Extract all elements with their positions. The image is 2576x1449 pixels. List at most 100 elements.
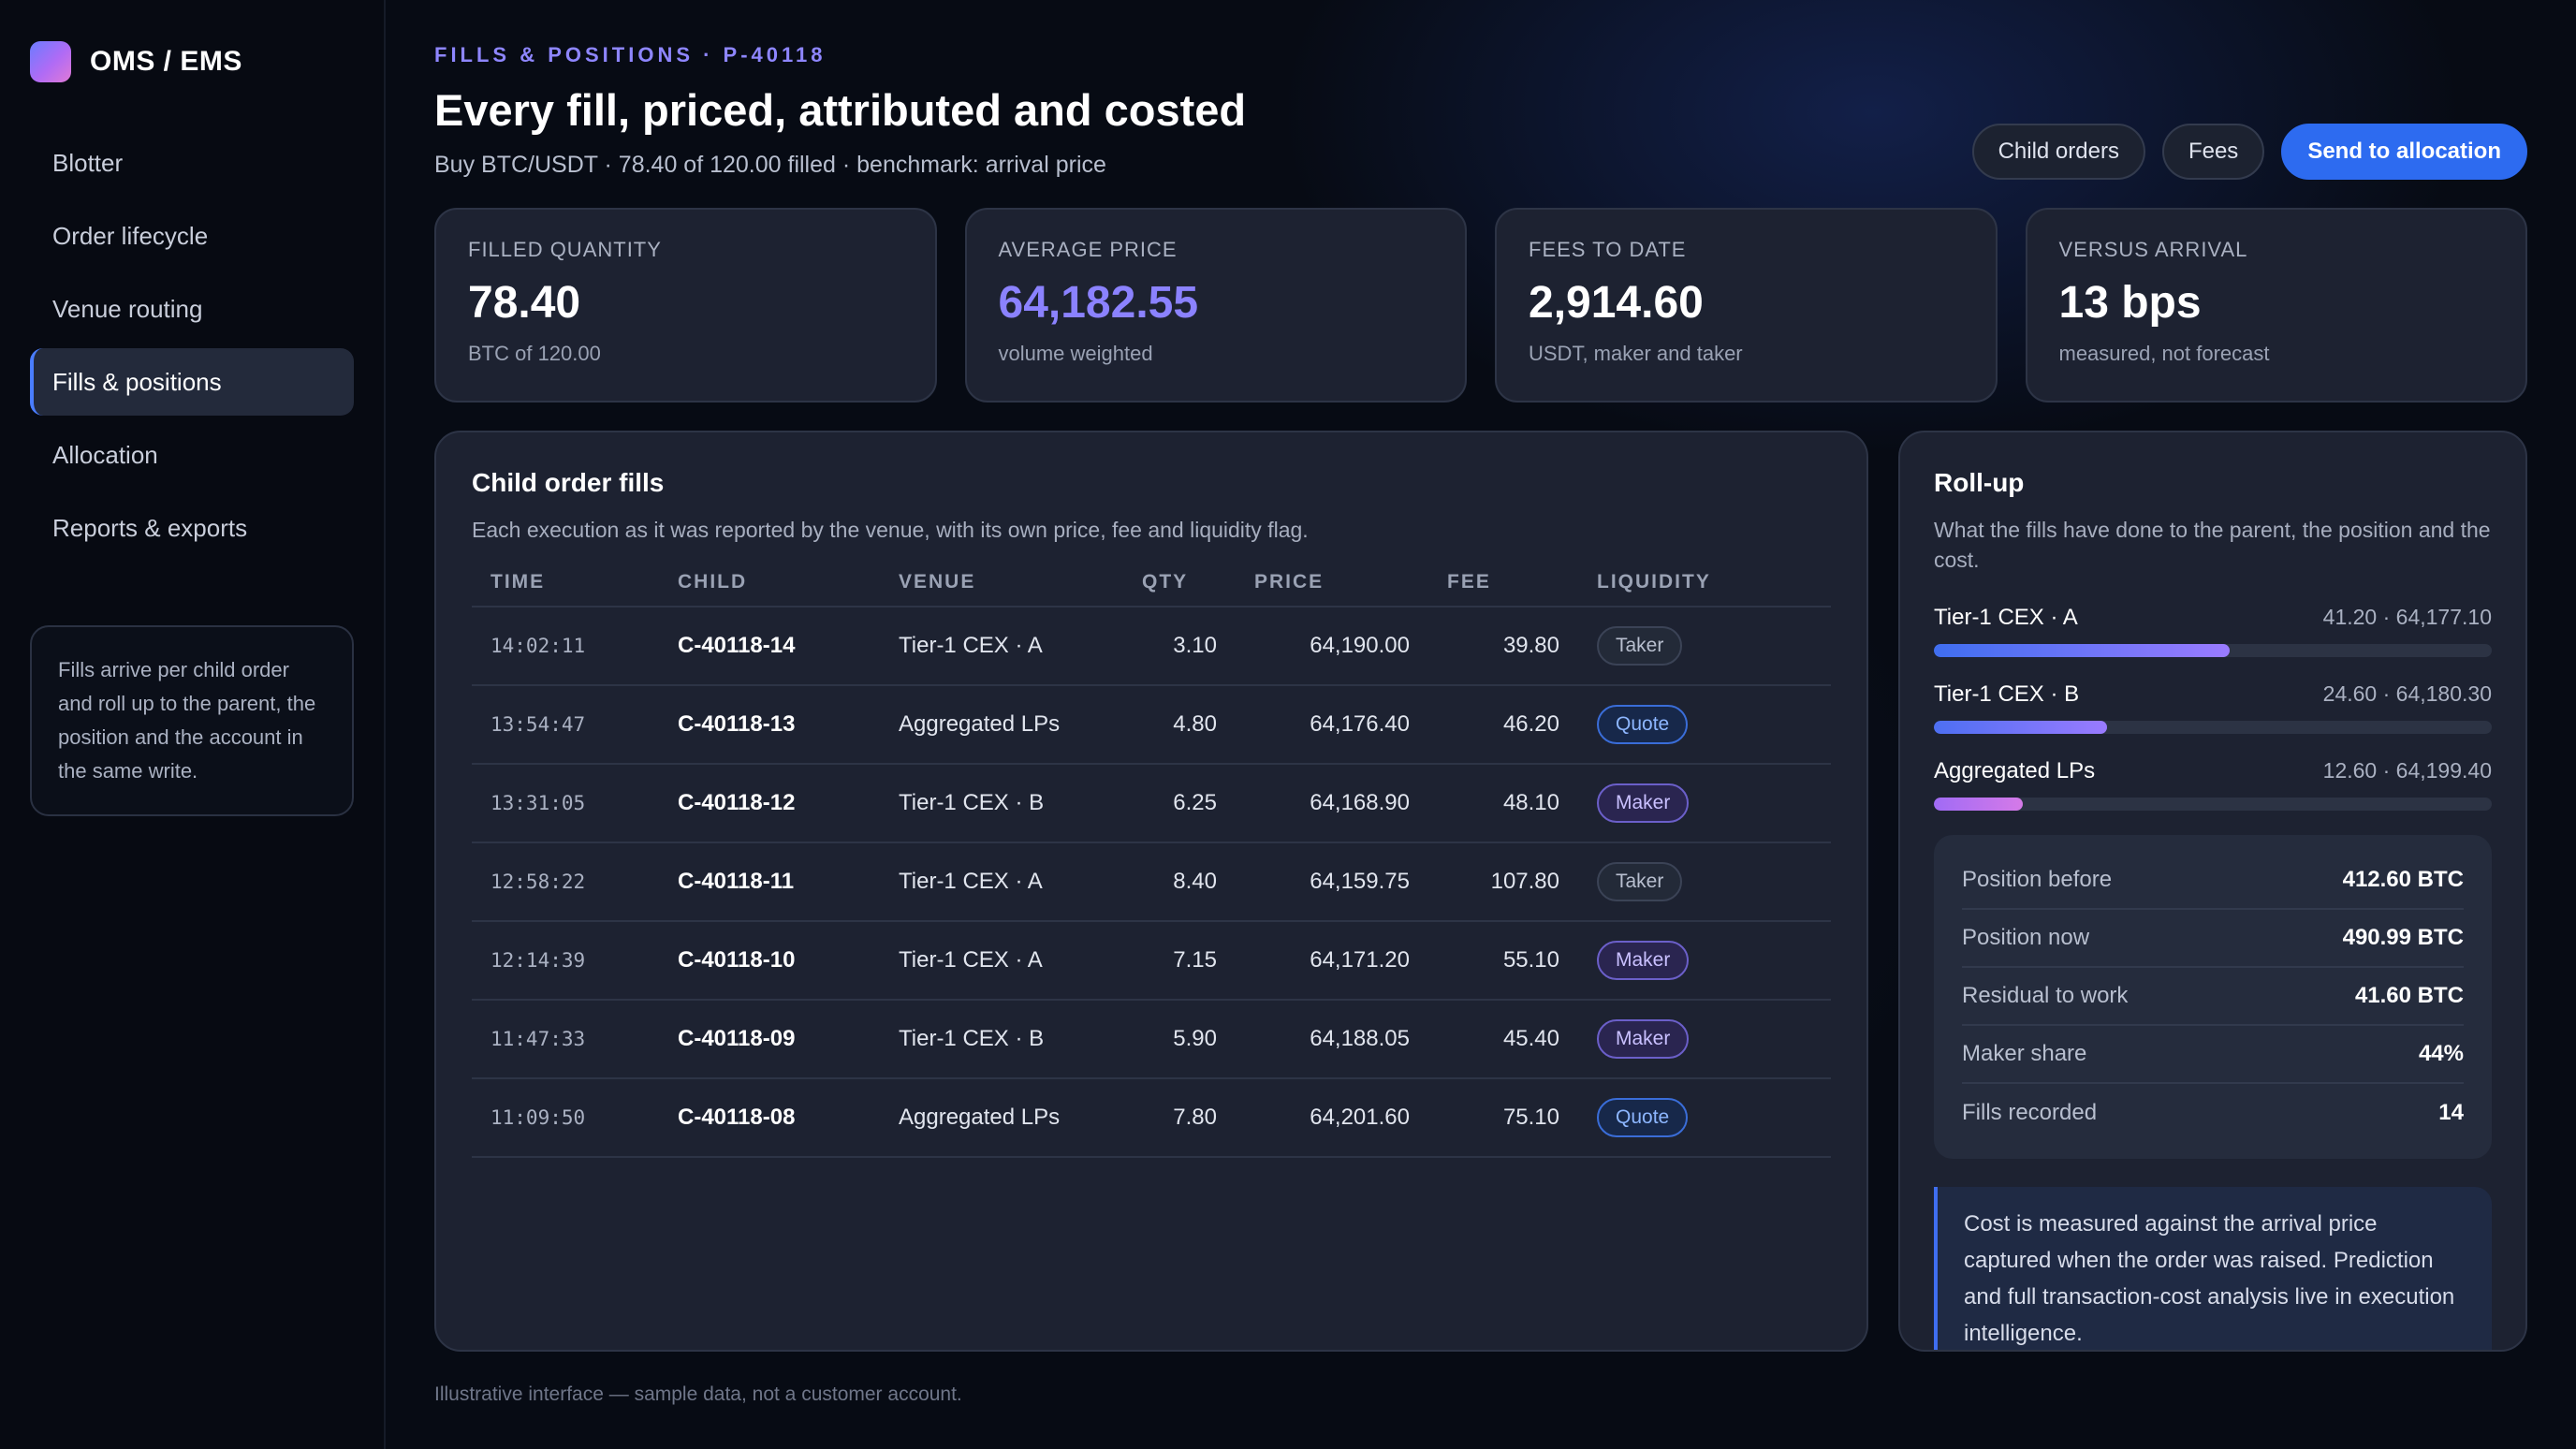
cell-price: 64,168.90 — [1236, 764, 1428, 843]
cell-fee: 55.10 — [1428, 921, 1578, 1001]
summary-label: Residual to work — [1962, 983, 2129, 1008]
kpi-fees-to-date: FEES TO DATE 2,914.60 USDT, maker and ta… — [1495, 208, 1998, 402]
sidebar-item-reports-exports[interactable]: Reports & exports — [52, 513, 248, 542]
column-header-time[interactable]: TIME — [472, 558, 659, 607]
cell-price: 64,201.60 — [1236, 1078, 1428, 1158]
kpi-value: 78.40 — [468, 278, 581, 328]
cell-venue: Tier-1 CEX · A — [880, 921, 1123, 1001]
column-header-price[interactable]: PRICE — [1236, 558, 1428, 607]
sidebar-item-blotter[interactable]: Blotter — [52, 148, 124, 177]
summary-value: 44% — [2418, 1041, 2464, 1066]
venue-share-bar — [1934, 644, 2492, 657]
venue-rollup-row: Tier-1 CEX · A 41.20 · 64,177.10 — [1934, 605, 2492, 657]
kpi-average-price: AVERAGE PRICE 64,182.55 volume weighted — [964, 208, 1467, 402]
page-title: Every fill, priced, attributed and coste… — [434, 85, 1247, 135]
column-header-child[interactable]: CHILD — [659, 558, 880, 607]
table-row[interactable]: 12:14:39 C-40118-10 Tier-1 CEX · A 7.15 … — [472, 921, 1831, 1001]
kpi-value: 2,914.60 — [1529, 278, 1704, 328]
kpi-label: FEES TO DATE — [1529, 238, 1687, 261]
rollup-panel: Roll-up What the fills have done to the … — [1898, 431, 2527, 1352]
main-content: FILLS & POSITIONS · P-40118 Every fill, … — [434, 0, 2527, 1449]
liquidity-badge: Taker — [1597, 862, 1683, 901]
liquidity-badge: Maker — [1597, 1019, 1690, 1059]
cell-fee: 48.10 — [1428, 764, 1578, 843]
cell-liquidity: Taker — [1578, 842, 1831, 922]
column-header-qty[interactable]: QTY — [1123, 558, 1236, 607]
kpi-sub: measured, not forecast — [2058, 342, 2270, 365]
cell-qty: 8.40 — [1123, 842, 1236, 922]
send-to-allocation-button[interactable]: Send to allocation — [2281, 124, 2527, 180]
cell-child: C-40118-12 — [659, 764, 880, 843]
kpi-label: FILLED QUANTITY — [468, 238, 662, 261]
summary-row: Fills recorded 14 — [1962, 1084, 2464, 1142]
table-row[interactable]: 14:02:11 C-40118-14 Tier-1 CEX · A 3.10 … — [472, 607, 1831, 686]
table-row[interactable]: 13:54:47 C-40118-13 Aggregated LPs 4.80 … — [472, 685, 1831, 765]
column-header-fee[interactable]: FEE — [1428, 558, 1578, 607]
venue-share-fill — [1934, 721, 2107, 734]
kpi-sub: BTC of 120.00 — [468, 342, 601, 365]
header-actions: Child orders Fees Send to allocation — [1971, 124, 2527, 180]
cell-venue: Aggregated LPs — [880, 685, 1123, 765]
kpi-label: VERSUS ARRIVAL — [2058, 238, 2248, 261]
summary-value: 412.60 BTC — [2342, 867, 2464, 892]
cell-time: 14:02:11 — [472, 607, 659, 686]
sidebar-item-order-lifecycle[interactable]: Order lifecycle — [52, 221, 209, 250]
venue-share-fill — [1934, 644, 2230, 657]
kpi-filled-quantity: FILLED QUANTITY 78.40 BTC of 120.00 — [434, 208, 937, 402]
table-row[interactable]: 13:31:05 C-40118-12 Tier-1 CEX · B 6.25 … — [472, 764, 1831, 843]
eyebrow: FILLS & POSITIONS · P-40118 — [434, 43, 827, 66]
cell-liquidity: Maker — [1578, 1000, 1831, 1079]
sidebar-note: Fills arrive per child order and roll up… — [30, 625, 354, 816]
summary-label: Position before — [1962, 867, 2113, 892]
cell-child: C-40118-10 — [659, 921, 880, 1001]
summary-value: 490.99 BTC — [2342, 925, 2464, 950]
child-orders-button[interactable]: Child orders — [1971, 124, 2145, 180]
fees-button[interactable]: Fees — [2161, 124, 2265, 180]
venue-rollup-row: Tier-1 CEX · B 24.60 · 64,180.30 — [1934, 681, 2492, 734]
panel-title: Roll-up — [1934, 468, 2025, 497]
kpi-versus-arrival: VERSUS ARRIVAL 13 bps measured, not fore… — [2025, 208, 2527, 402]
cell-fee: 75.10 — [1428, 1078, 1578, 1158]
sidebar-item-fills-positions[interactable]: Fills & positions — [30, 348, 354, 416]
cell-child: C-40118-09 — [659, 1000, 880, 1079]
cell-qty: 5.90 — [1123, 1000, 1236, 1079]
venue-rollup-row: Aggregated LPs 12.60 · 64,199.40 — [1934, 758, 2492, 811]
venue-name: Tier-1 CEX · A — [1934, 605, 2078, 630]
column-header-liquidity[interactable]: LIQUIDITY — [1578, 558, 1831, 607]
liquidity-badge: Quote — [1597, 705, 1689, 744]
cell-venue: Aggregated LPs — [880, 1078, 1123, 1158]
cell-venue: Tier-1 CEX · B — [880, 764, 1123, 843]
sidebar-item-venue-routing[interactable]: Venue routing — [52, 294, 203, 323]
table-row[interactable]: 12:58:22 C-40118-11 Tier-1 CEX · A 8.40 … — [472, 842, 1831, 922]
venue-share-bar — [1934, 798, 2492, 811]
cell-child: C-40118-11 — [659, 842, 880, 922]
cell-liquidity: Quote — [1578, 685, 1831, 765]
panel-description: What the fills have done to the parent, … — [1934, 518, 2491, 572]
table-row[interactable]: 11:47:33 C-40118-09 Tier-1 CEX · B 5.90 … — [472, 1000, 1831, 1079]
cell-price: 64,190.00 — [1236, 607, 1428, 686]
table-row[interactable]: 11:09:50 C-40118-08 Aggregated LPs 7.80 … — [472, 1078, 1831, 1158]
cell-price: 64,176.40 — [1236, 685, 1428, 765]
liquidity-badge: Maker — [1597, 941, 1690, 980]
cell-time: 12:58:22 — [472, 842, 659, 922]
cell-qty: 7.15 — [1123, 921, 1236, 1001]
cell-qty: 7.80 — [1123, 1078, 1236, 1158]
kpi-sub: volume weighted — [998, 342, 1153, 365]
brand-name: OMS / EMS — [90, 46, 242, 77]
venue-share-bar — [1934, 721, 2492, 734]
cell-child: C-40118-13 — [659, 685, 880, 765]
fills-table: TIME CHILD VENUE QTY PRICE FEE LIQUIDITY… — [472, 558, 1831, 1158]
brand[interactable]: OMS / EMS — [30, 41, 354, 82]
summary-label: Fills recorded — [1962, 1100, 2098, 1125]
panel-description: Each execution as it was reported by the… — [472, 518, 1309, 542]
brand-logo-icon — [30, 41, 71, 82]
cell-price: 64,171.20 — [1236, 921, 1428, 1001]
sidebar-item-allocation[interactable]: Allocation — [52, 440, 158, 469]
cell-child: C-40118-14 — [659, 607, 880, 686]
cell-liquidity: Maker — [1578, 921, 1831, 1001]
cell-venue: Tier-1 CEX · B — [880, 1000, 1123, 1079]
cell-price: 64,159.75 — [1236, 842, 1428, 922]
column-header-venue[interactable]: VENUE — [880, 558, 1123, 607]
summary-value: 14 — [2438, 1100, 2464, 1125]
cell-time: 13:54:47 — [472, 685, 659, 765]
